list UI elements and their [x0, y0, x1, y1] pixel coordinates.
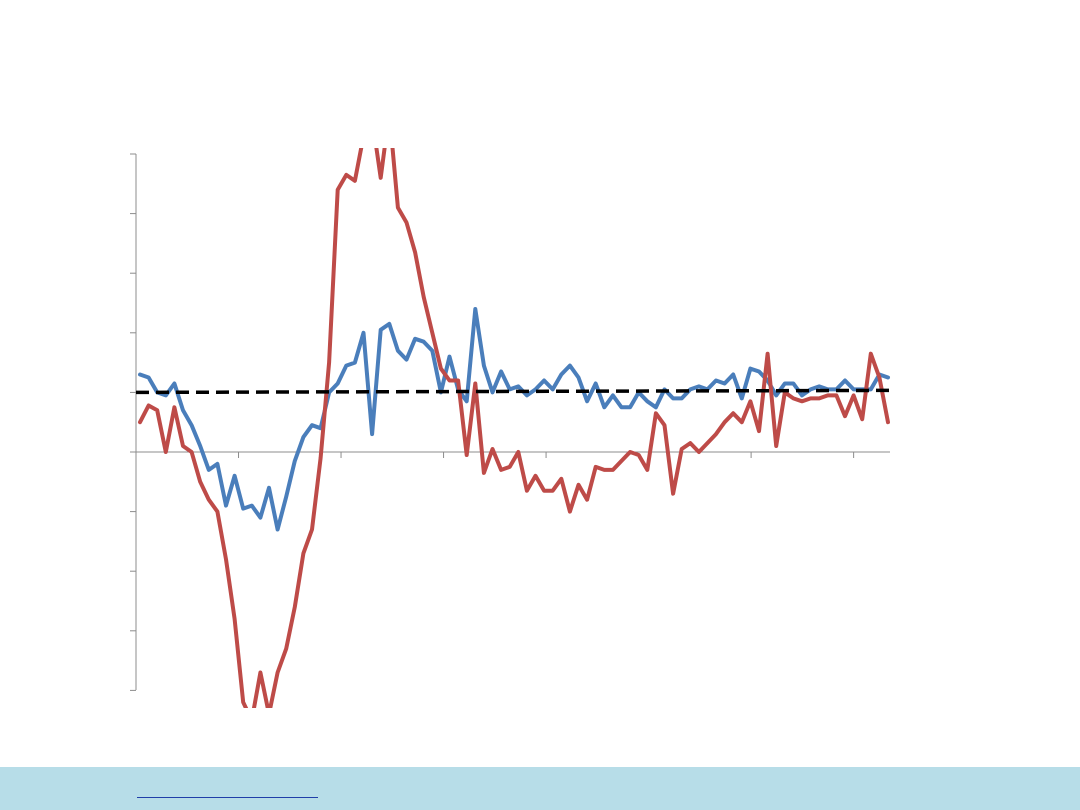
- series-layer: [135, 148, 891, 708]
- footer-link[interactable]: [137, 781, 318, 798]
- chart-axes: [130, 153, 890, 691]
- series-line-1: [138, 148, 890, 708]
- reference-line: [135, 388, 891, 395]
- footer-band: [0, 767, 1080, 810]
- series-line-0: [138, 307, 890, 532]
